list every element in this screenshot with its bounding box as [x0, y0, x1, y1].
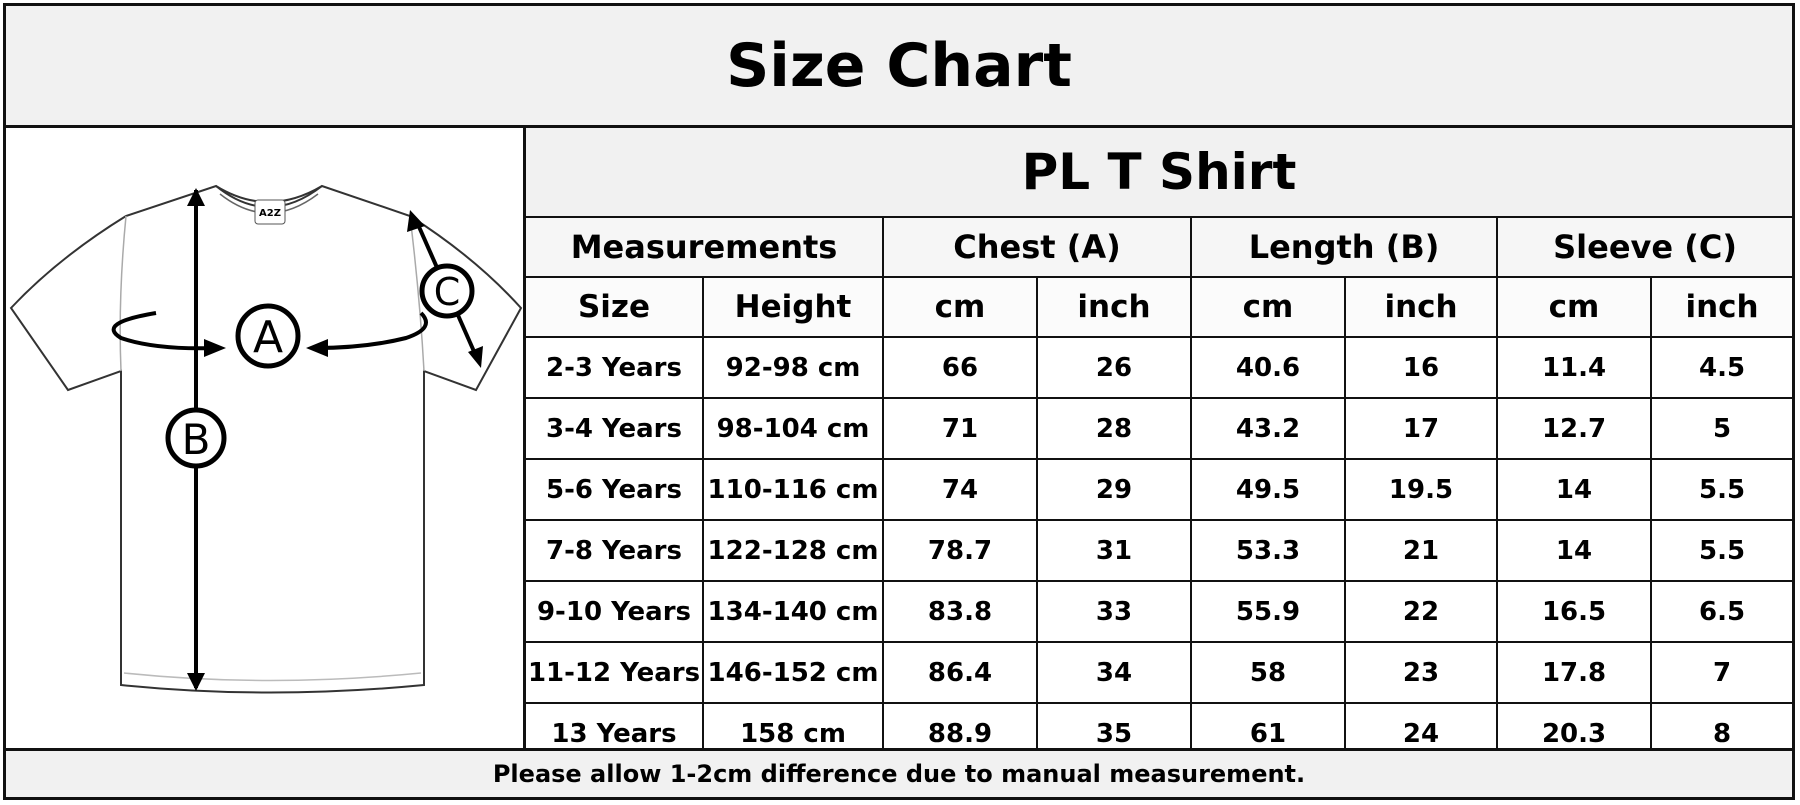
table-cell: 11.4: [1496, 336, 1653, 399]
table-sub-header: Size Height cm inch cm inch cm inch: [526, 276, 1793, 338]
brand-logo: A2Z: [254, 199, 286, 225]
table-cell: 28: [1036, 397, 1192, 460]
table-cell: 83.8: [882, 580, 1038, 643]
column-header-chest-inch: inch: [1036, 276, 1192, 338]
column-header-length-inch: inch: [1343, 276, 1499, 338]
table-cell: 31: [1036, 519, 1192, 582]
column-header-height: Height: [702, 276, 884, 338]
table-cell: 49.5: [1190, 458, 1346, 521]
chest-arrow-left: [111, 311, 217, 351]
group-header-measurements: Measurements: [526, 218, 884, 278]
table-cell: 14: [1496, 458, 1653, 521]
table-row: 2-3 Years 92-98 cm 66 26 40.6 16 11.4 4.…: [526, 336, 1793, 399]
table-group-header: Measurements Chest (A) Length (B) Sleeve…: [526, 218, 1793, 278]
page-title: Size Chart: [6, 6, 1792, 128]
table-row: 7-8 Years 122-128 cm 78.7 31 53.3 21 14 …: [526, 519, 1793, 582]
table-row: 5-6 Years 110-116 cm 74 29 49.5 19.5 14 …: [526, 458, 1793, 521]
table-cell: 86.4: [882, 641, 1038, 704]
svg-text:B: B: [182, 415, 211, 464]
table-cell: 29: [1036, 458, 1192, 521]
table-cell: 3-4 Years: [526, 397, 704, 460]
table-cell: 110-116 cm: [702, 458, 884, 521]
table-cell: 5-6 Years: [526, 458, 704, 521]
column-header-size: Size: [526, 276, 704, 338]
size-table-panel: PL T Shirt Measurements Chest (A) Length…: [526, 128, 1793, 763]
table-cell: 33: [1036, 580, 1192, 643]
table-row: 9-10 Years 134-140 cm 83.8 33 55.9 22 16…: [526, 580, 1793, 643]
table-cell: 71: [882, 397, 1038, 460]
label-b-badge: B: [165, 407, 227, 469]
table-cell: 17: [1343, 397, 1499, 460]
column-header-sleeve-cm: cm: [1496, 276, 1653, 338]
table-cell: 16: [1343, 336, 1499, 399]
chest-arrow-right: [315, 311, 428, 350]
table-cell: 4.5: [1650, 336, 1793, 399]
table-cell: 122-128 cm: [702, 519, 884, 582]
table-cell: 26: [1036, 336, 1192, 399]
table-cell: 21: [1343, 519, 1499, 582]
table-cell: 66: [882, 336, 1038, 399]
svg-text:A2Z: A2Z: [259, 208, 281, 219]
svg-text:C: C: [434, 270, 461, 314]
column-header-length-cm: cm: [1190, 276, 1346, 338]
table-cell: 17.8: [1496, 641, 1653, 704]
column-header-chest-cm: cm: [882, 276, 1038, 338]
table-cell: 55.9: [1190, 580, 1346, 643]
table-cell: 2-3 Years: [526, 336, 704, 399]
tshirt-diagram: A2Z A B: [9, 184, 523, 694]
table-cell: 5.5: [1650, 458, 1793, 521]
table-cell: 34: [1036, 641, 1192, 704]
table-cell: 6.5: [1650, 580, 1793, 643]
table-cell: 74: [882, 458, 1038, 521]
measurement-disclaimer: Please allow 1-2cm difference due to man…: [6, 748, 1792, 797]
table-cell: 98-104 cm: [702, 397, 884, 460]
tshirt-outline: [9, 184, 523, 694]
table-cell: 5.5: [1650, 519, 1793, 582]
size-table: Measurements Chest (A) Length (B) Sleeve…: [526, 218, 1793, 763]
table-row: 3-4 Years 98-104 cm 71 28 43.2 17 12.7 5: [526, 397, 1793, 460]
table-cell: 22: [1343, 580, 1499, 643]
table-cell: 12.7: [1496, 397, 1653, 460]
table-cell: 9-10 Years: [526, 580, 704, 643]
table-row: 11-12 Years 146-152 cm 86.4 34 58 23 17.…: [526, 641, 1793, 704]
table-cell: 7-8 Years: [526, 519, 704, 582]
tshirt-diagram-panel: A2Z A B: [6, 128, 526, 748]
table-cell: 58: [1190, 641, 1346, 704]
column-header-sleeve-inch: inch: [1650, 276, 1793, 338]
table-cell: 146-152 cm: [702, 641, 884, 704]
product-title: PL T Shirt: [526, 128, 1792, 218]
table-cell: 14: [1496, 519, 1653, 582]
group-header-length: Length (B): [1189, 218, 1499, 278]
table-cell: 134-140 cm: [702, 580, 884, 643]
table-cell: 7: [1650, 641, 1793, 704]
table-cell: 11-12 Years: [526, 641, 704, 704]
svg-text:A: A: [253, 312, 283, 363]
label-c-badge: C: [419, 263, 475, 319]
label-a-badge: A: [235, 303, 301, 369]
table-cell: 40.6: [1190, 336, 1346, 399]
table-cell: 23: [1343, 641, 1499, 704]
size-chart-frame: Size Chart A2Z: [3, 3, 1795, 800]
table-cell: 92-98 cm: [702, 336, 884, 399]
table-cell: 78.7: [882, 519, 1038, 582]
table-cell: 5: [1650, 397, 1793, 460]
group-header-chest: Chest (A): [882, 218, 1192, 278]
table-cell: 43.2: [1190, 397, 1346, 460]
table-cell: 19.5: [1343, 458, 1499, 521]
table-cell: 16.5: [1496, 580, 1653, 643]
table-cell: 53.3: [1190, 519, 1346, 582]
group-header-sleeve: Sleeve (C): [1496, 218, 1793, 278]
